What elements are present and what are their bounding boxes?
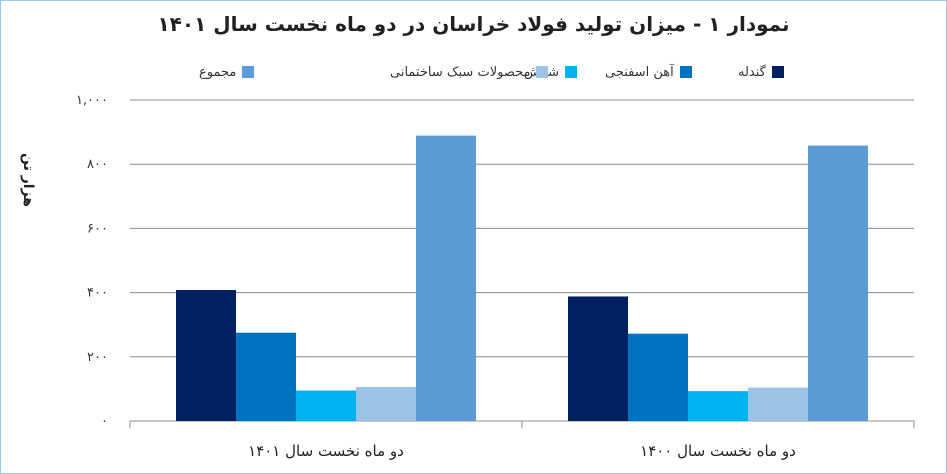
bar-1-2 [688, 391, 748, 421]
bar-1-3 [748, 387, 808, 421]
legend-swatch-series-3 [536, 66, 549, 78]
y-tick-label-5: ۱,۰۰۰ [76, 93, 108, 108]
legend-swatch-series-4 [242, 66, 255, 78]
legend-label-series-1: آهن اسفنجی [605, 64, 674, 80]
legend-label-series-0: گندله [738, 64, 766, 80]
legend-label-series-3: محصولات سبک ساختمانی [390, 64, 531, 80]
x-category-label-1: دو ماه نخست سال ۱۴۰۰ [640, 442, 796, 460]
chart-legend: گندله آهن اسفنجی شمش محصولات سبک ساختمان… [0, 62, 947, 82]
legend-label-series-4: مجموع [199, 64, 237, 80]
y-tick-label-0: ۰ [101, 414, 108, 429]
legend-item-series-3: محصولات سبک ساختمانی [390, 62, 549, 82]
bar-0-4 [416, 135, 476, 422]
legend-item-series-4: مجموع [199, 62, 255, 82]
legend-swatch-series-2 [564, 66, 577, 78]
chart-title: نمودار ۱ - میزان تولید فولاد خراسان در د… [157, 12, 790, 36]
bar-0-3 [356, 386, 416, 421]
bar-0-2 [296, 390, 356, 421]
y-tick-label-2: ۴۰۰ [87, 286, 108, 301]
bar-1-0 [568, 296, 628, 421]
y-axis-title: هزار تن [20, 152, 36, 207]
bar-1-4 [808, 145, 868, 421]
bar-0-1 [236, 332, 296, 421]
legend-item-series-1: آهن اسفنجی [605, 62, 692, 82]
legend-swatch-series-1 [679, 66, 692, 78]
x-category-label-0: دو ماه نخست سال ۱۴۰۱ [248, 442, 404, 460]
y-tick-label-4: ۸۰۰ [87, 157, 108, 172]
y-tick-label-3: ۶۰۰ [87, 221, 108, 236]
legend-item-series-0: گندله [738, 62, 784, 82]
bar-0-0 [176, 290, 236, 421]
legend-swatch-series-0 [771, 66, 784, 78]
bar-1-1 [628, 333, 688, 421]
y-tick-label-1: ۲۰۰ [87, 350, 108, 365]
